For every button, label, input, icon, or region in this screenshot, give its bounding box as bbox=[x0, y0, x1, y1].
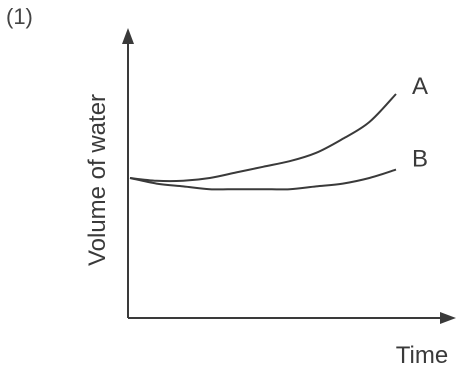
x-axis-label: Time bbox=[396, 342, 448, 369]
y-axis-arrow-icon bbox=[122, 28, 134, 44]
series-line-a bbox=[129, 93, 397, 183]
y-axis-label: Volume of water bbox=[84, 94, 111, 266]
part-label: (1) bbox=[6, 4, 33, 29]
series-label-b: B bbox=[412, 146, 428, 173]
x-axis-arrow-icon bbox=[440, 312, 456, 324]
series-line-b bbox=[129, 168, 397, 191]
series-layer: AB bbox=[129, 73, 428, 191]
series-label-a: A bbox=[412, 73, 428, 100]
